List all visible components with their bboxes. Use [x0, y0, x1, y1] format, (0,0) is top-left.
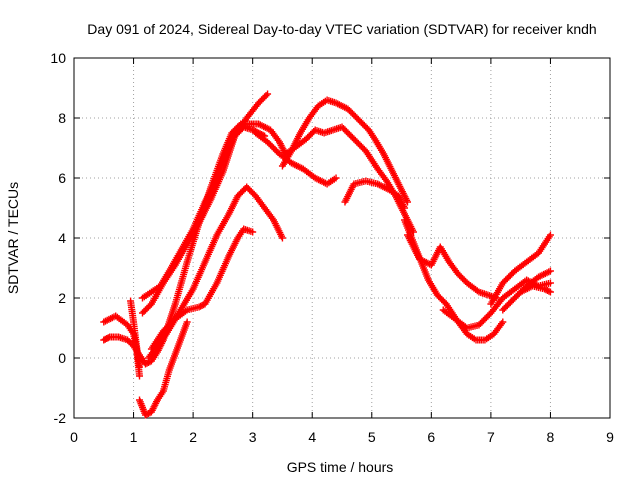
data-point: [546, 279, 554, 287]
x-axis-label: GPS time / hours: [287, 459, 394, 475]
series-track-8: [138, 90, 272, 317]
data-point: [136, 363, 144, 371]
data-marks: [100, 90, 554, 419]
x-tick-label: 5: [368, 429, 376, 445]
series-track-11: [341, 177, 409, 212]
y-tick-label: 6: [58, 170, 66, 186]
x-tick-label: 7: [487, 429, 495, 445]
data-point: [546, 267, 554, 275]
grid-lines: [74, 58, 610, 418]
data-point: [546, 231, 554, 239]
data-point: [136, 372, 144, 380]
data-point: [262, 92, 270, 99]
data-point: [499, 318, 507, 326]
y-tick-label: 0: [58, 350, 66, 366]
series-track-16: [499, 267, 554, 314]
y-tick-label: 4: [58, 230, 66, 246]
y-tick-label: 8: [58, 110, 66, 126]
series-track-1: [100, 120, 417, 368]
x-tick-label: 0: [70, 429, 78, 445]
data-point: [401, 204, 409, 212]
series-track-9: [278, 96, 412, 206]
series-track-12: [401, 216, 507, 344]
y-tick-label: 2: [58, 290, 66, 306]
series-track-6: [136, 318, 191, 419]
data-point: [278, 234, 286, 242]
y-tick-label: 10: [50, 50, 66, 66]
series-track-15: [487, 231, 554, 308]
y-axis-label: SDTVAR / TECUs: [5, 182, 21, 294]
x-tick-label: 1: [130, 429, 138, 445]
x-tick-label: 9: [606, 429, 614, 445]
data-point: [264, 90, 272, 98]
x-tick-label: 3: [249, 429, 257, 445]
chart-title: Day 091 of 2024, Sidereal Day-to-day VTE…: [87, 21, 596, 37]
series-track-10: [252, 129, 340, 188]
series-track-7: [147, 225, 257, 353]
x-tick-label: 8: [547, 429, 555, 445]
y-tick-label: -2: [54, 410, 67, 426]
series-track-3: [144, 183, 286, 362]
data-point: [404, 198, 412, 206]
data-point: [332, 174, 340, 182]
x-tick-label: 2: [189, 429, 197, 445]
data-point: [104, 334, 112, 342]
data-point: [545, 287, 553, 295]
data-point: [249, 228, 257, 236]
data-point: [546, 288, 554, 296]
series-track-13: [404, 231, 501, 302]
series-track-5: [127, 297, 144, 371]
x-tick-label: 4: [308, 429, 316, 445]
x-tick-label: 6: [427, 429, 435, 445]
data-point: [183, 318, 191, 326]
series-track-17: [517, 282, 554, 296]
